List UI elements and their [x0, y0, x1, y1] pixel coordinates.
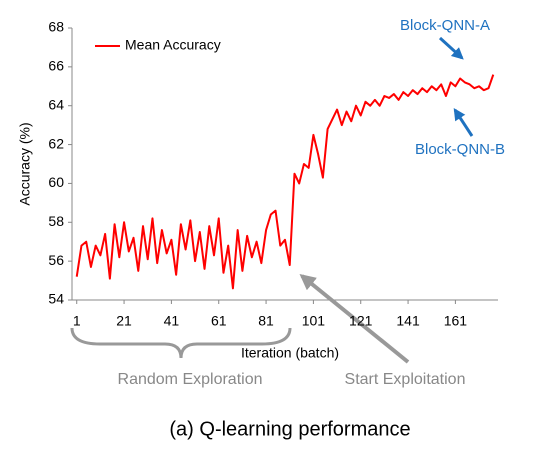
x-tick-label: 101: [302, 313, 326, 329]
caption: (a) Q-learning performance: [169, 418, 410, 440]
y-tick-label: 66: [48, 58, 64, 74]
x-tick-label: 1: [73, 313, 81, 329]
x-tick-label: 141: [396, 313, 420, 329]
x-axis-label: Iteration (batch): [241, 345, 339, 361]
legend-label: Mean Accuracy: [125, 37, 221, 53]
annotation: Block-QNN-B: [415, 141, 505, 158]
y-axis-label: Accuracy (%): [17, 122, 33, 205]
arrow: [438, 36, 464, 60]
y-tick-label: 54: [48, 291, 64, 307]
x-tick-label: 81: [258, 313, 274, 329]
y-tick-label: 56: [48, 252, 64, 268]
x-tick-label: 21: [116, 313, 132, 329]
x-tick-label: 121: [349, 313, 373, 329]
brace: [70, 327, 292, 359]
arrow: [299, 273, 410, 364]
y-tick-label: 68: [48, 19, 64, 35]
x-tick-label: 41: [164, 313, 180, 329]
annotation: Random Exploration: [118, 371, 263, 388]
annotation: Block-QNN-A: [400, 17, 490, 34]
arrow: [453, 107, 474, 137]
y-tick-label: 64: [48, 96, 64, 112]
data-line: [75, 74, 495, 290]
x-tick-label: 161: [444, 313, 468, 329]
x-tick-label: 61: [211, 313, 227, 329]
y-tick-label: 58: [48, 213, 64, 229]
annotation: Start Exploitation: [345, 371, 466, 388]
y-tick-label: 62: [48, 135, 64, 151]
y-tick-label: 60: [48, 174, 64, 190]
